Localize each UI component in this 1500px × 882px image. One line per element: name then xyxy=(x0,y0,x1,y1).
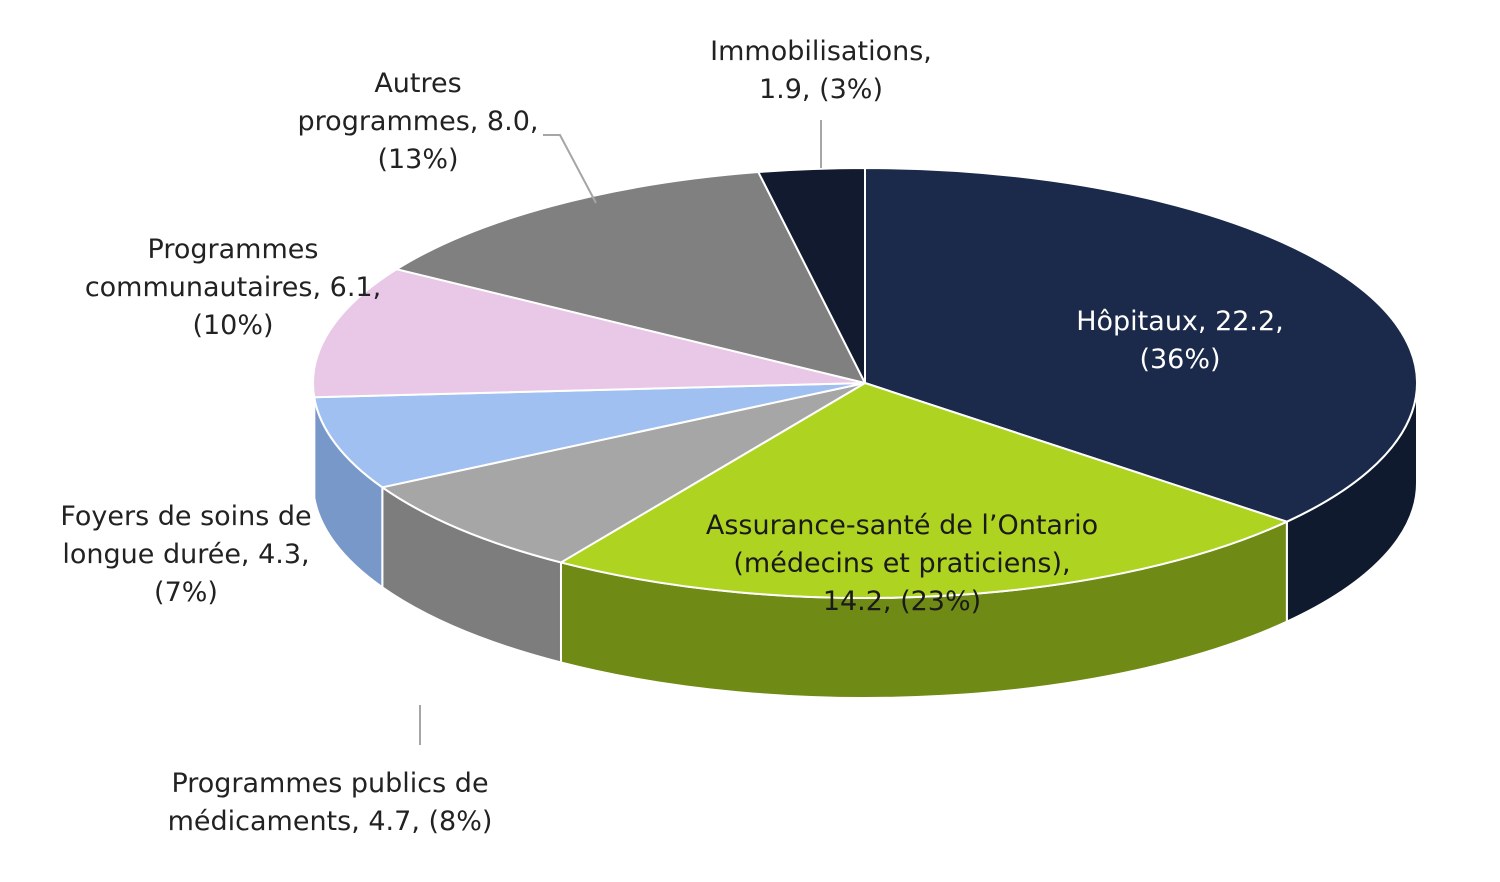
slice-4 xyxy=(312,268,866,399)
slice-6 xyxy=(757,167,866,384)
slice-labels: Hôpitaux, 22.2, (36%) Assurance-santé de l… xyxy=(60,36,1283,837)
slice-label-2: Programmes publics de médicaments, 4.7, (… xyxy=(168,768,493,837)
slice-label-5: Autres programmes, 8.0, (13%) xyxy=(298,68,539,175)
slice-5 xyxy=(395,171,866,384)
slice-label-1: Assurance-santé de l’Ontario (médecins et… xyxy=(706,510,1098,617)
slice-0 xyxy=(864,167,1419,523)
slice-2 xyxy=(381,382,866,564)
slice-3 xyxy=(313,382,866,489)
leader-line-5 xyxy=(543,134,597,204)
slice-1 xyxy=(559,382,1288,599)
pie-sides xyxy=(312,382,1418,699)
pie-slices xyxy=(312,167,1419,599)
slice-label-4: Programmes communautaires, 6.1, (10%) xyxy=(85,234,381,341)
slice-label-6: Immobilisations, 1.9, (3%) xyxy=(710,36,932,105)
leader-lines xyxy=(419,120,822,745)
slice-label-3: Foyers de soins de longue durée, 4.3, (7%) xyxy=(60,501,311,608)
slice-label-0: Hôpitaux, 22.2, (36%) xyxy=(1076,306,1284,375)
